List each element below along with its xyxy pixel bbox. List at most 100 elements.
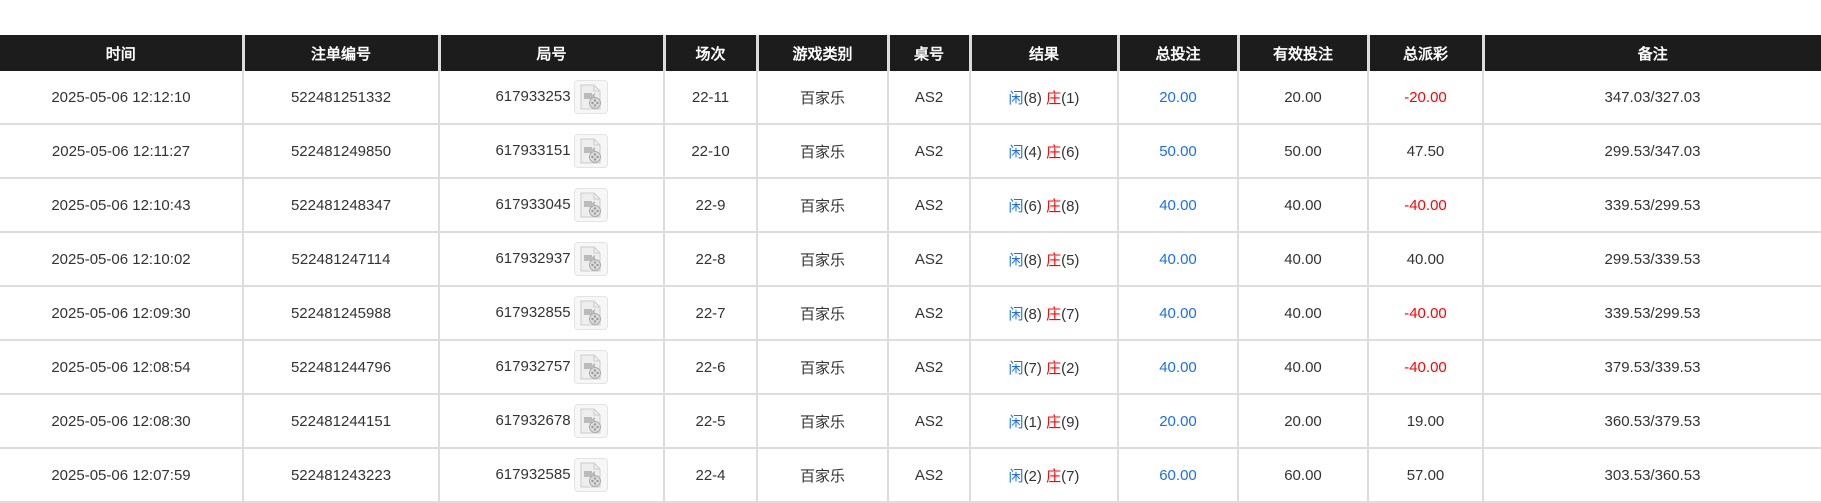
cell-table-no: AS2 [887,394,970,449]
player-label: 闲 [1008,359,1024,377]
table-row: 2025-05-06 12:11:27 522481249850 6179331… [0,124,1821,179]
player-score: (2) [1023,467,1042,485]
round-number: 617933253 [495,87,571,105]
cell-time: 2025-05-06 12:11:27 [0,124,243,179]
cell-note: 339.53/299.53 [1482,178,1821,233]
column-header-valid-bet: 有效投注 [1236,35,1368,71]
cell-payout: 57.00 [1367,448,1483,503]
cell-note: 299.53/347.03 [1482,124,1821,179]
cell-round: 617932678 [438,394,664,449]
cell-total-bet: 60.00 [1117,448,1238,503]
column-header-round: 局号 [437,35,664,71]
cell-valid-bet: 20.00 [1237,71,1368,125]
column-header-note: 备注 [1481,35,1821,71]
video-file-icon[interactable] [573,242,608,276]
column-header-bet-id: 注单编号 [241,35,439,71]
cell-round: 617933253 [438,71,664,125]
player-label: 闲 [1008,467,1024,485]
cell-payout: -20.00 [1367,71,1483,125]
cell-shoe: 22-9 [663,178,757,233]
cell-round: 617932757 [438,340,664,395]
round-number: 617932937 [495,249,571,267]
table-row: 2025-05-06 12:08:54 522481244796 6179327… [0,340,1821,395]
player-label: 闲 [1008,251,1024,269]
player-label: 闲 [1008,413,1024,431]
cell-valid-bet: 40.00 [1237,178,1368,233]
cell-shoe: 22-5 [663,394,757,449]
banker-score: (7) [1061,305,1080,323]
cell-round: 617933045 [438,178,664,233]
table-row: 2025-05-06 12:10:43 522481248347 6179330… [0,178,1821,233]
cell-time: 2025-05-06 12:08:54 [0,340,243,395]
bet-history-table: 时间 注单编号 局号 场次 游戏类别 桌号 结果 总投注 有效投注 总派彩 备注 2025-05-0… [0,35,1821,503]
player-label: 闲 [1008,305,1024,323]
cell-valid-bet: 40.00 [1237,232,1368,287]
cell-total-bet: 40.00 [1117,340,1238,395]
banker-label: 庄 [1046,359,1062,377]
player-score: (1) [1023,413,1042,431]
cell-payout: 40.00 [1367,232,1483,287]
round-number: 617932757 [495,357,571,375]
cell-result: 闲(6) 庄(8) [969,178,1118,233]
table-row: 2025-05-06 12:09:30 522481245988 6179328… [0,286,1821,341]
cell-table-no: AS2 [887,286,970,341]
cell-valid-bet: 40.00 [1237,286,1368,341]
banker-score: (8) [1061,197,1080,215]
cell-bet-id: 522481247114 [242,232,439,287]
cell-total-bet: 20.00 [1117,71,1238,125]
round-number: 617932585 [495,465,571,483]
video-file-icon[interactable] [573,350,608,384]
cell-bet-id: 522481243223 [242,448,439,503]
cell-payout: 47.50 [1367,124,1483,179]
player-score: (8) [1023,251,1042,269]
player-score: (8) [1023,305,1042,323]
cell-result: 闲(8) 庄(7) [969,286,1118,341]
cell-note: 379.53/339.53 [1482,340,1821,395]
player-score: (6) [1023,197,1042,215]
cell-total-bet: 40.00 [1117,286,1238,341]
cell-game-type: 百家乐 [756,394,888,449]
cell-time: 2025-05-06 12:10:43 [0,178,243,233]
banker-label: 庄 [1046,305,1062,323]
cell-round: 617932585 [438,448,664,503]
player-label: 闲 [1008,197,1024,215]
video-file-icon[interactable] [573,458,608,492]
video-file-icon[interactable] [573,188,608,222]
cell-table-no: AS2 [887,340,970,395]
cell-payout: -40.00 [1367,178,1483,233]
player-score: (7) [1023,359,1042,377]
cell-valid-bet: 50.00 [1237,124,1368,179]
cell-game-type: 百家乐 [756,340,888,395]
cell-shoe: 22-10 [663,124,757,179]
cell-game-type: 百家乐 [756,286,888,341]
cell-shoe: 22-6 [663,340,757,395]
video-file-icon[interactable] [573,296,608,330]
banker-label: 庄 [1046,197,1062,215]
cell-note: 339.53/299.53 [1482,286,1821,341]
cell-result: 闲(1) 庄(9) [969,394,1118,449]
banker-label: 庄 [1046,251,1062,269]
cell-shoe: 22-7 [663,286,757,341]
column-header-shoe: 场次 [662,35,757,71]
video-file-icon[interactable] [573,80,608,114]
cell-shoe: 22-8 [663,232,757,287]
cell-game-type: 百家乐 [756,232,888,287]
banker-label: 庄 [1046,467,1062,485]
cell-game-type: 百家乐 [756,178,888,233]
column-header-result: 结果 [968,35,1118,71]
round-number: 617933151 [495,141,571,159]
cell-valid-bet: 60.00 [1237,448,1368,503]
cell-payout: -40.00 [1367,340,1483,395]
header-row: 时间 注单编号 局号 场次 游戏类别 桌号 结果 总投注 有效投注 总派彩 备注 [0,35,1821,71]
cell-table-no: AS2 [887,71,970,125]
cell-note: 303.53/360.53 [1482,448,1821,503]
cell-valid-bet: 20.00 [1237,394,1368,449]
video-file-icon[interactable] [573,404,608,438]
cell-note: 360.53/379.53 [1482,394,1821,449]
video-file-icon[interactable] [573,134,608,168]
cell-game-type: 百家乐 [756,71,888,125]
table-row: 2025-05-06 12:08:30 522481244151 6179326… [0,394,1821,449]
cell-time: 2025-05-06 12:09:30 [0,286,243,341]
player-score: (8) [1023,89,1042,107]
cell-bet-id: 522481248347 [242,178,439,233]
